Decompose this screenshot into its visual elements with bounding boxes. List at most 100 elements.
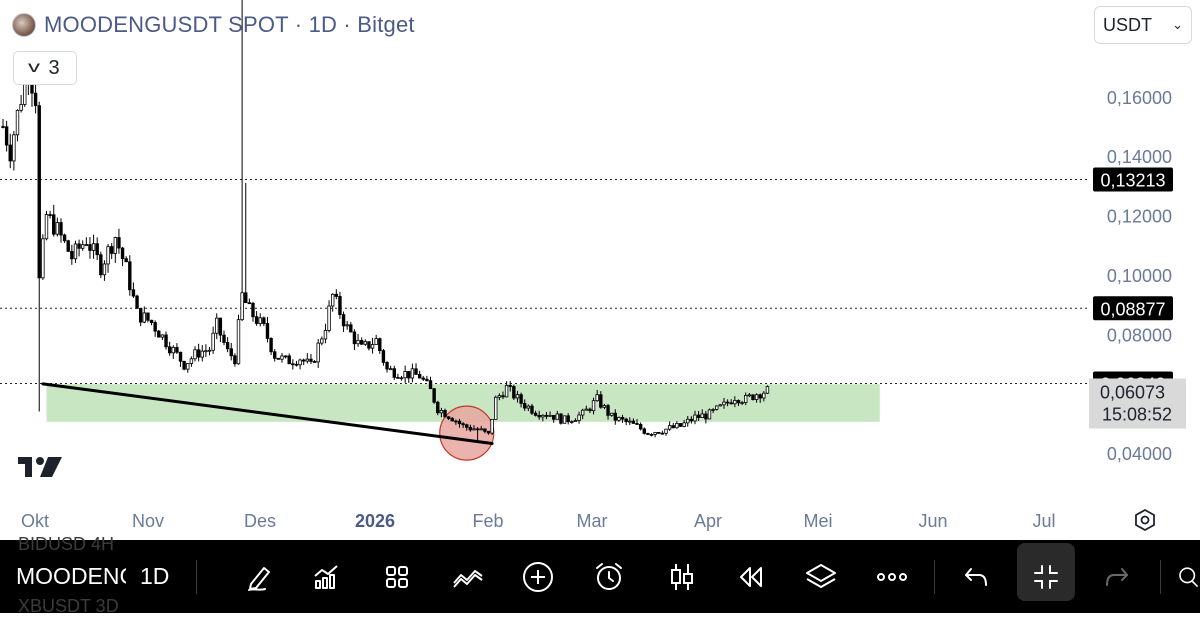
candle-body — [407, 371, 411, 379]
candle-body — [664, 428, 668, 434]
candle — [642, 427, 646, 435]
search-button[interactable] — [1176, 540, 1200, 613]
candle-body — [512, 385, 516, 399]
candle-body — [269, 338, 273, 353]
candle-body — [483, 428, 487, 432]
background-watchlist-text: BIDUSD 4H — [18, 534, 115, 554]
exit-fullscreen-button[interactable] — [1026, 540, 1066, 613]
more-button[interactable] — [872, 540, 912, 613]
candle-body — [175, 347, 179, 353]
candle-body — [124, 258, 128, 263]
candle — [747, 392, 752, 397]
candle — [254, 311, 259, 326]
indicator-collapse-button[interactable]: v 3 — [13, 51, 77, 85]
add-button[interactable] — [518, 540, 558, 613]
candle — [700, 409, 704, 419]
symbol-button[interactable]: MOODENGUSDT — [16, 540, 126, 613]
candle — [599, 391, 603, 409]
price-tag-box — [1093, 296, 1173, 321]
redo-button[interactable] — [1097, 540, 1137, 613]
candle — [258, 313, 262, 327]
candle-body — [128, 261, 132, 291]
candle — [1, 119, 5, 129]
candle — [457, 418, 462, 428]
price-chart[interactable]: 0,16000 0,14000 0,12000 0,10000 0,08000 0,040… — [0, 0, 1200, 540]
chart-settings-button[interactable] — [1130, 505, 1160, 535]
chevron-down-icon: v — [28, 59, 41, 76]
candle-body — [421, 377, 425, 380]
candle — [204, 344, 208, 357]
candle — [497, 393, 502, 401]
candle — [359, 337, 364, 345]
candle-body — [472, 428, 476, 431]
candle — [388, 365, 393, 371]
candle-body — [84, 244, 89, 246]
candle-body — [4, 126, 9, 146]
layers-button[interactable] — [801, 540, 841, 613]
symbol-title[interactable]: MOODENGUSDT SPOT · 1D · Bitget — [44, 12, 415, 37]
candle-body — [591, 400, 596, 412]
candle-body — [334, 293, 339, 297]
indicators-button[interactable] — [306, 540, 346, 613]
interval-button[interactable]: 1D — [140, 540, 169, 613]
drawing-tool-button[interactable] — [240, 540, 280, 613]
replay-button[interactable] — [730, 540, 770, 613]
candle — [356, 334, 360, 347]
candle — [446, 416, 451, 421]
candle — [678, 423, 683, 427]
layouts-button[interactable] — [377, 540, 417, 613]
countdown-label: 15:08:52 — [1102, 404, 1172, 424]
candle-body — [15, 109, 20, 136]
chart-area[interactable]: 0,16000 0,14000 0,12000 0,10000 0,08000 0,040… — [0, 0, 1200, 540]
candle-body — [410, 368, 415, 379]
candle-body — [164, 334, 168, 348]
candle-body — [323, 330, 328, 340]
candle — [138, 307, 143, 327]
candle-body — [178, 351, 183, 362]
candle-body — [725, 401, 730, 404]
compare-button[interactable] — [446, 540, 490, 613]
alert-button[interactable] — [589, 540, 629, 613]
candle — [559, 413, 563, 425]
candle-body — [370, 344, 375, 349]
candle — [338, 291, 342, 319]
candle — [613, 409, 617, 425]
candle — [523, 399, 527, 411]
candle — [225, 337, 230, 353]
candle-body — [88, 244, 92, 251]
candle — [501, 391, 505, 400]
candle-body — [765, 386, 770, 394]
candle-body — [537, 414, 541, 418]
candle — [236, 314, 241, 365]
candle — [450, 416, 454, 422]
candle — [570, 420, 574, 424]
candle-body — [91, 243, 96, 251]
candle-body — [515, 394, 520, 399]
candle-body — [345, 324, 349, 327]
candle-body — [675, 423, 679, 429]
candle-body — [59, 222, 63, 236]
candle-body — [715, 405, 719, 410]
candle — [12, 131, 16, 171]
currency-select[interactable]: USDT ⌄ — [1094, 6, 1192, 44]
currency-value: USDT — [1103, 14, 1152, 35]
candle-body — [667, 425, 672, 430]
candle — [733, 396, 737, 408]
price-scale-label: 0,04000 — [1107, 444, 1172, 464]
candle — [410, 363, 415, 383]
candle-body — [425, 378, 429, 382]
candle-body — [562, 415, 567, 424]
candle-body — [548, 414, 552, 417]
candle — [638, 422, 643, 431]
chart-type-button[interactable] — [662, 540, 702, 613]
candle-body — [577, 414, 581, 421]
candle — [291, 359, 295, 370]
candle-body — [12, 134, 16, 162]
candle — [186, 363, 190, 373]
candle — [44, 211, 49, 241]
candle-body — [475, 428, 480, 431]
candle-body — [432, 388, 436, 403]
candle — [479, 425, 483, 431]
indicators-icon — [314, 564, 338, 589]
undo-button[interactable] — [956, 540, 996, 613]
